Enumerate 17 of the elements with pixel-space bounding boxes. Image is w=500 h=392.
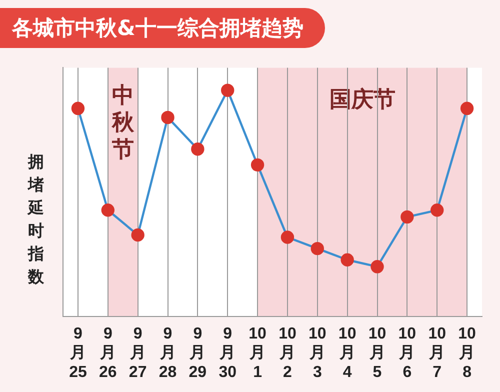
x-tick-label: 9月28 [158, 325, 177, 381]
x-tick-label: 9月30 [218, 325, 237, 381]
y-axis-title: 拥堵延时指数 [26, 151, 45, 288]
x-tick-label: 10月2 [278, 325, 296, 381]
x-tick-label: 10月6 [398, 325, 416, 381]
x-tick-label: 9月25 [68, 325, 87, 381]
x-tick-label: 9月27 [128, 325, 147, 381]
x-tick-label: 10月1 [248, 325, 267, 381]
chart-title: 各城市中秋&十一综合拥堵趋势 [0, 8, 326, 48]
x-tick-label: 10月7 [428, 325, 446, 381]
x-tick-label: 10月4 [338, 325, 356, 381]
x-tick-label: 9月29 [188, 325, 207, 381]
x-tick-label: 10月8 [458, 325, 476, 381]
x-tick-label: 10月3 [308, 325, 326, 381]
x-tick-label: 9月26 [98, 325, 117, 381]
x-tick-label: 10月5 [368, 325, 386, 381]
band-label: 中秋节 [110, 83, 135, 162]
